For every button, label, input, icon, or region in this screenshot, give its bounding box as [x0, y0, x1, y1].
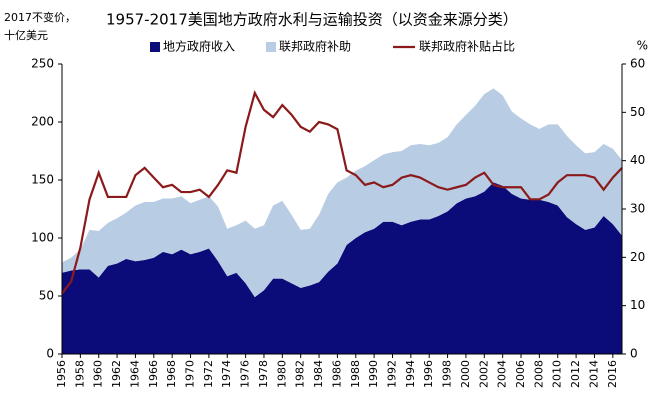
y2-tick-label: 50 [630, 105, 645, 119]
y2-label: % [637, 39, 648, 53]
x-tick-label: 1992 [385, 360, 398, 388]
legend-swatch [266, 42, 276, 52]
y-tick-label: 100 [31, 231, 54, 245]
x-tick-label: 1966 [147, 360, 160, 388]
x-tick-label: 2010 [551, 360, 564, 388]
x-tick-label: 1984 [312, 360, 325, 388]
x-tick-label: 1974 [220, 360, 233, 388]
x-tick-label: 1960 [92, 360, 105, 388]
y-tick-label: 200 [31, 115, 54, 129]
x-tick-label: 1994 [404, 360, 417, 388]
x-tick-label: 1970 [184, 360, 197, 388]
legend-label: 联邦政府补助 [279, 39, 351, 54]
y2-tick-label: 30 [630, 202, 645, 216]
x-tick-label: 1982 [294, 360, 307, 388]
chart-title: 1957-2017美国地方政府水利与运输投资（以资金来源分类） [106, 11, 518, 29]
x-tick-label: 1980 [275, 360, 288, 388]
x-tick-label: 1988 [349, 360, 362, 388]
line [61, 90, 623, 295]
x-tick-label: 1964 [128, 360, 141, 388]
y2-tick-label: 40 [630, 153, 645, 167]
x-tick-label: 1986 [330, 360, 343, 388]
y-tick-label: 50 [39, 289, 54, 303]
x-tick-label: 2008 [532, 360, 545, 388]
legend-label: 联邦政府补贴占比 [419, 39, 515, 54]
y-label: 2017不变价， [4, 10, 76, 24]
y-tick-label: 150 [31, 173, 54, 187]
area [62, 88, 622, 298]
area [62, 182, 622, 354]
x-tick-label: 1962 [110, 360, 123, 388]
x-tick-label: 2000 [459, 360, 472, 388]
y2-tick-label: 0 [630, 347, 638, 361]
x-tick-label: 1968 [165, 360, 178, 388]
x-tick-label: 1956 [55, 360, 68, 388]
x-tick-label: 1958 [73, 360, 86, 388]
x-tick-label: 1972 [202, 360, 215, 388]
y-tick-label: 250 [31, 57, 54, 71]
x-tick-label: 1990 [367, 360, 380, 388]
y-label: 十亿美元 [4, 28, 48, 42]
x-tick-label: 2004 [496, 360, 509, 388]
x-tick-label: 1996 [422, 360, 435, 388]
x-tick-label: 2012 [569, 360, 582, 388]
x-tick-label: 2002 [477, 360, 490, 388]
x-tick-label: 1998 [441, 360, 454, 388]
x-tick-label: 1976 [239, 360, 252, 388]
x-tick-label: 2016 [606, 360, 619, 388]
x-tick-label: 1978 [257, 360, 270, 388]
x-tick-label: 2014 [587, 360, 600, 388]
legend-swatch [150, 42, 160, 52]
y2-tick-label: 60 [630, 57, 645, 71]
legend-label: 地方政府收入 [163, 39, 235, 54]
y2-tick-label: 20 [630, 250, 645, 264]
y-tick-label: 0 [46, 347, 54, 361]
x-tick-label: 2006 [514, 360, 527, 388]
y2-tick-label: 10 [630, 298, 645, 312]
